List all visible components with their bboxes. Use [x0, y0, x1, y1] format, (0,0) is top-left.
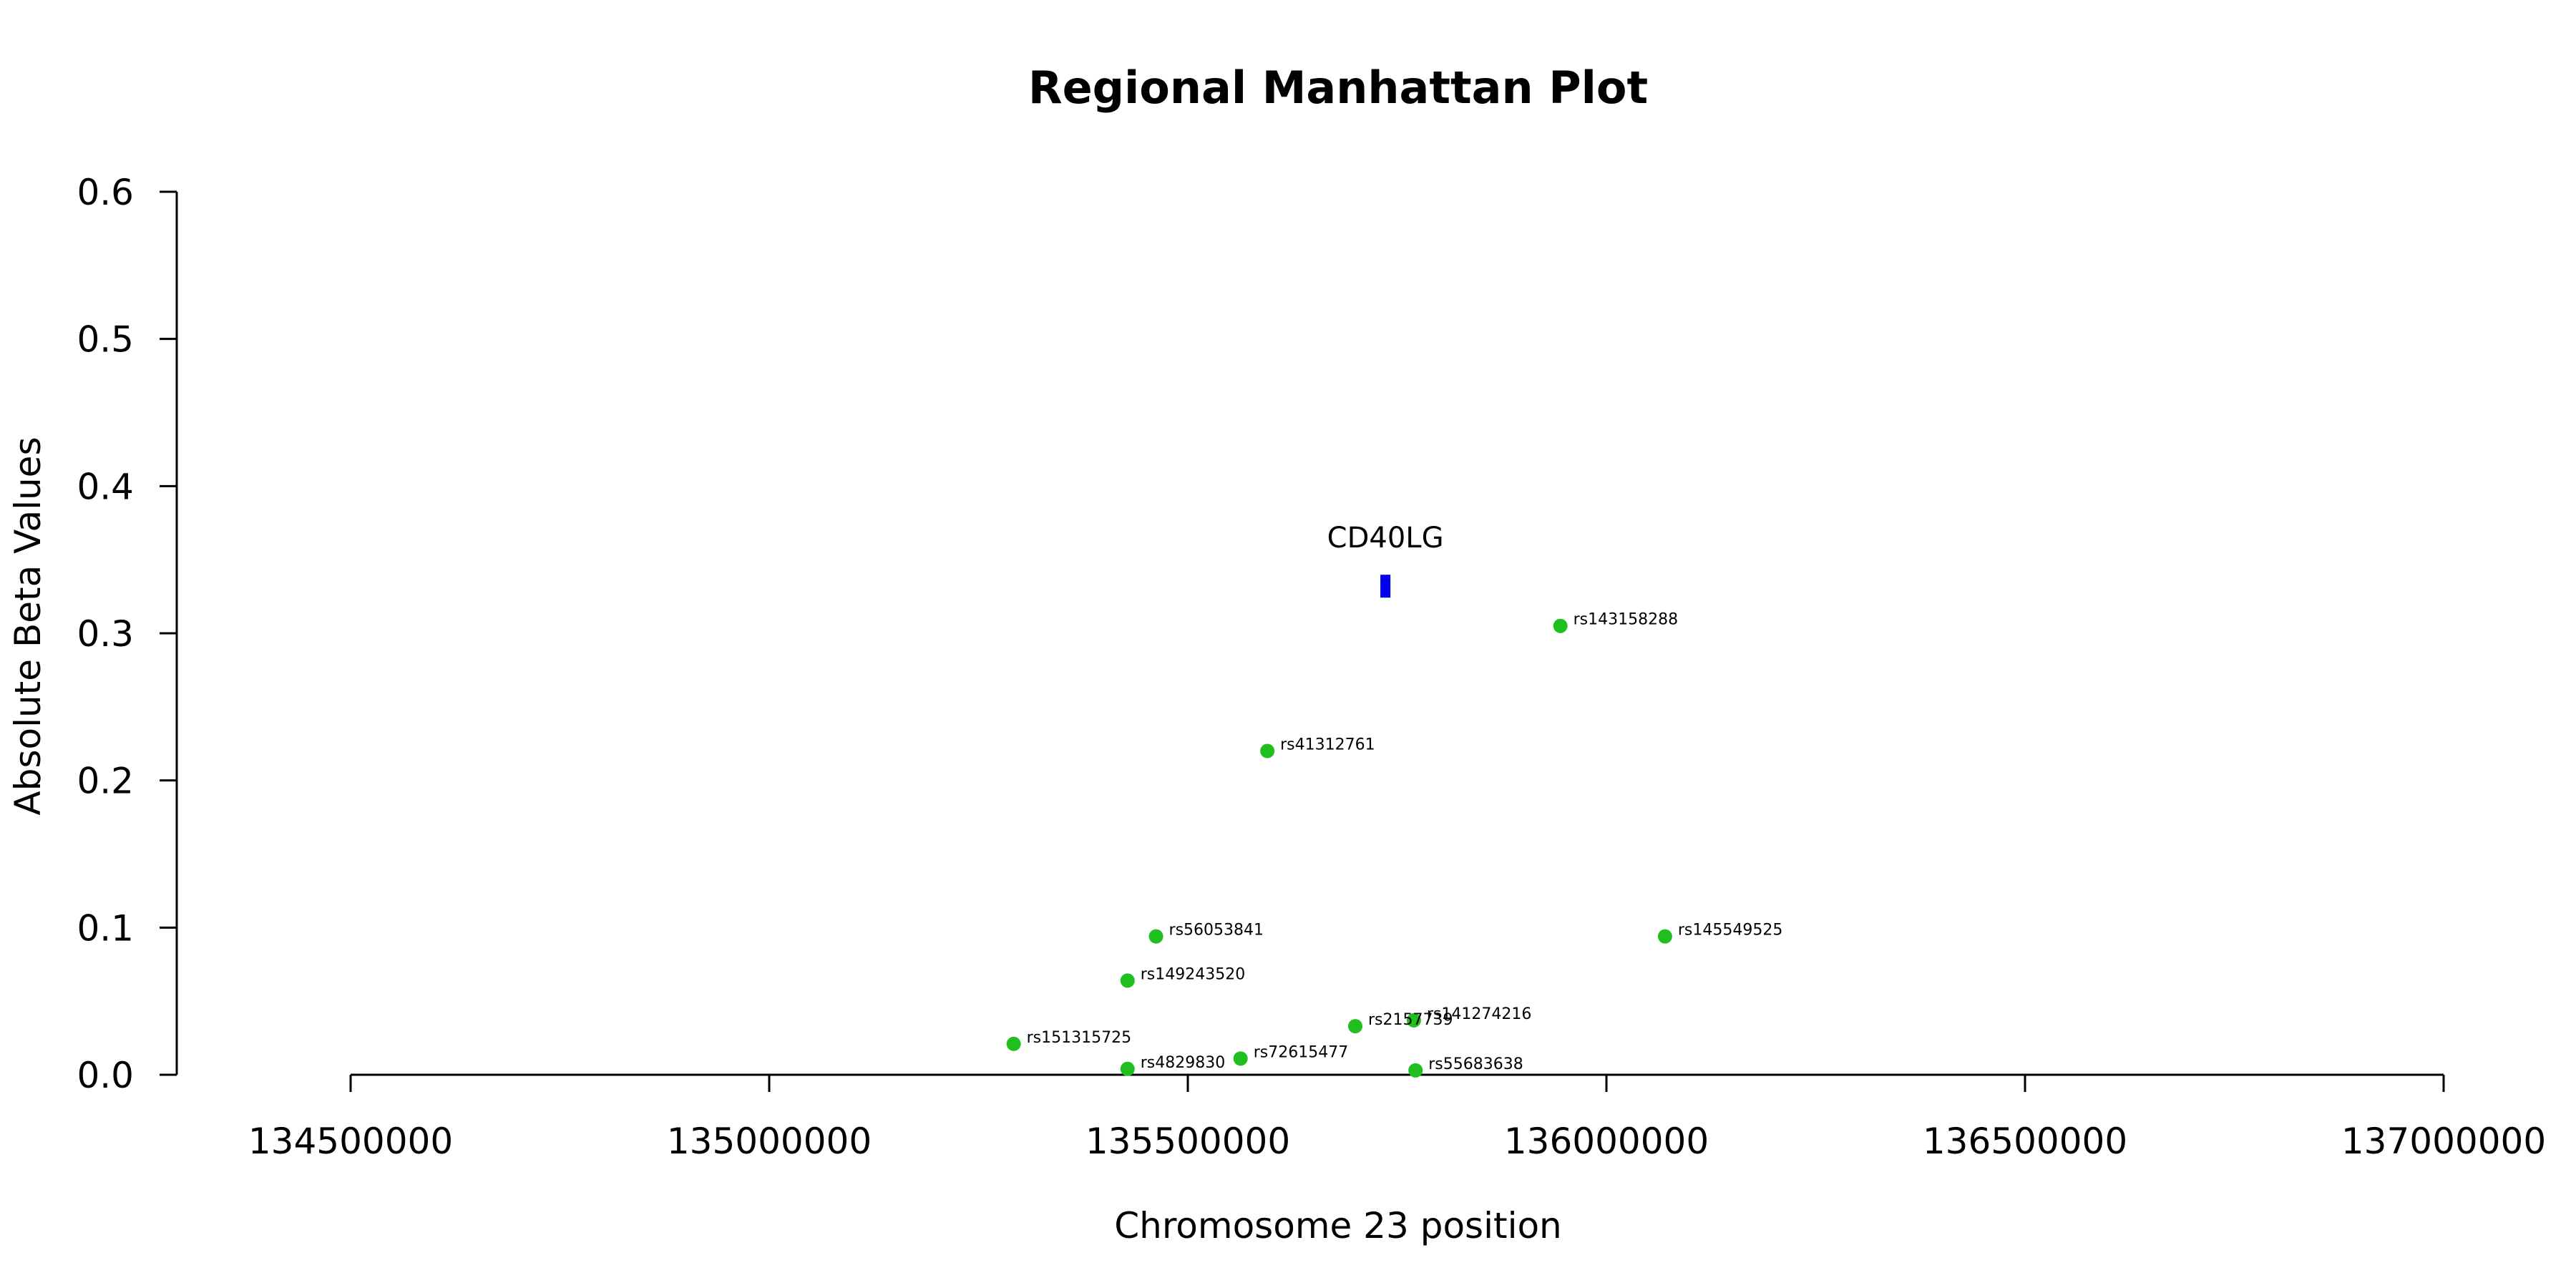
snp-label: rs55683638 [1428, 1055, 1523, 1073]
snp-label: rs56053841 [1169, 922, 1264, 940]
x-axis-title: Chromosome 23 position [1114, 1205, 1562, 1246]
snp-label: rs143158288 [1574, 611, 1678, 629]
snp-label: rs41312761 [1280, 736, 1375, 754]
y-tick-label: 0.0 [77, 1055, 134, 1096]
snp-point [1120, 973, 1135, 988]
snp-point [1120, 1061, 1135, 1076]
y-tick-label: 0.5 [77, 319, 134, 361]
snp-point [1657, 929, 1672, 944]
chart-title: Regional Manhattan Plot [1028, 62, 1648, 114]
gene-marker [1380, 575, 1391, 598]
snp-label: rs4829830 [1141, 1054, 1226, 1072]
y-tick-label: 0.1 [77, 907, 134, 949]
snp-label: rs2157739 [1368, 1011, 1453, 1029]
y-axis: 0.0 0.1 0.2 0.3 0.4 0.5 0.6 [77, 172, 178, 1096]
x-tick-label: 134500000 [248, 1121, 453, 1162]
snp-point [1233, 1051, 1248, 1066]
x-tick-label: 136000000 [1504, 1121, 1709, 1162]
snp-point [1348, 1019, 1362, 1034]
snp-label: rs141274216 [1427, 1005, 1531, 1023]
snp-label: rs149243520 [1141, 965, 1245, 983]
x-tick-label: 137000000 [2341, 1121, 2546, 1162]
snp-point [1406, 1013, 1421, 1028]
snp-label: rs72615477 [1254, 1043, 1348, 1061]
snp-label: rs145549525 [1678, 922, 1782, 940]
gene-layer: CD40LG [1327, 522, 1444, 598]
y-tick-label: 0.3 [77, 613, 134, 655]
x-tick-label: 136500000 [1923, 1121, 2127, 1162]
x-tick-label: 135500000 [1085, 1121, 1290, 1162]
x-tick-label: 135000000 [667, 1121, 872, 1162]
snp-point [1148, 929, 1163, 944]
y-tick-label: 0.6 [77, 172, 134, 213]
snp-point [1260, 743, 1275, 758]
snp-point [1006, 1036, 1021, 1051]
y-tick-label: 0.4 [77, 466, 134, 507]
gene-label: CD40LG [1327, 522, 1444, 555]
y-axis-title: Absolute Beta Values [7, 437, 49, 816]
x-axis: 134500000 135000000 135500000 136000000 1365… [248, 1073, 2546, 1162]
y-tick-label: 0.2 [77, 761, 134, 802]
snp-point [1553, 618, 1568, 633]
snp-layer: rs143158288 rs41312761 rs56053841 rs1455495… [1006, 611, 1782, 1078]
snp-point [1408, 1063, 1423, 1078]
snp-label: rs151315725 [1027, 1029, 1131, 1047]
